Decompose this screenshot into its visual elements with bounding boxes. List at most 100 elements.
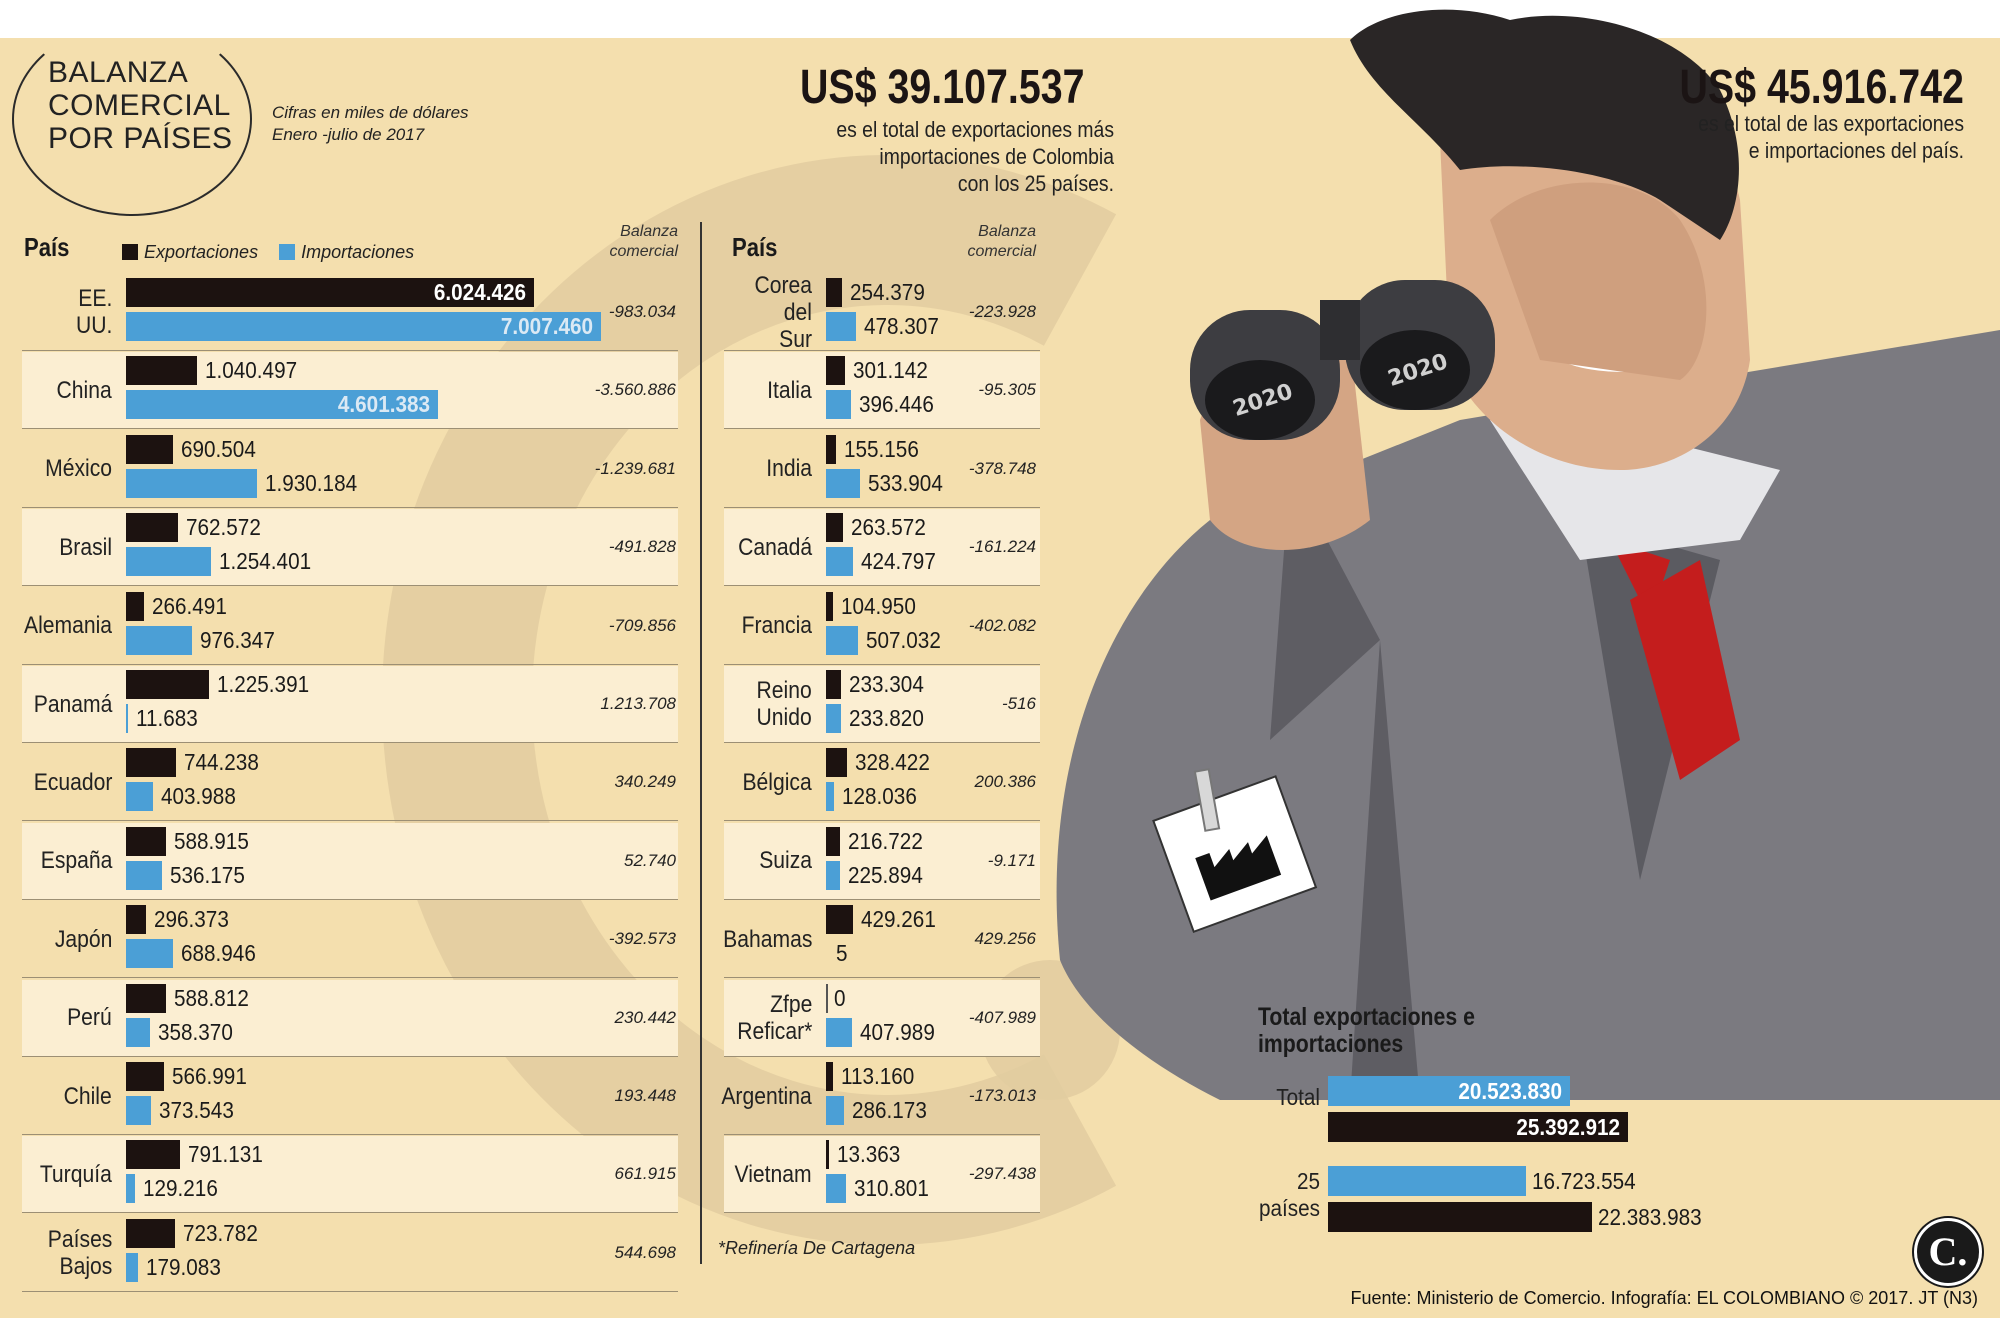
table-row: Vietnam 13.363 310.801 -297.438 [724, 1136, 1040, 1214]
row-divider [22, 506, 678, 508]
balance-value: 661.915 [614, 1164, 676, 1184]
export-bar [826, 670, 841, 699]
total-all-text-line: es el total de las exportaciones [1698, 111, 1964, 136]
export-value-label: 1.225.391 [217, 671, 310, 697]
totals-chart-title: Total exportaciones e importaciones [1258, 1004, 1475, 1058]
country-label: Brasil [22, 509, 112, 585]
total-all-amount: US$ 45.916.742 [1679, 61, 1964, 114]
column-divider [700, 222, 702, 1264]
country-name: Chile [63, 1082, 112, 1110]
export-value-label: 328.422 [854, 749, 930, 776]
row-divider [724, 1134, 1040, 1135]
total-25-text: es el total de exportaciones más importa… [820, 116, 1114, 197]
row-divider [22, 1134, 678, 1135]
table-row: Francia 104.950 507.032 -402.082 [724, 588, 1040, 665]
country-name: México [45, 455, 112, 483]
balance-value: -983.034 [608, 302, 676, 321]
table-row: Italia 301.142 396.446 -95.305 [724, 352, 1040, 430]
totals-chart-title-line: importaciones [1258, 1030, 1404, 1058]
import-bar [826, 704, 841, 733]
export-value-label: 216.722 [847, 827, 923, 854]
legend: Exportaciones Importaciones [122, 242, 430, 263]
page-subtitle: Cifras en miles de dólares Enero -julio … [272, 102, 469, 146]
table-row: Brasil 762.572 1.254.401 -491.828 [22, 509, 678, 587]
country-label: Reino Unido [724, 666, 812, 742]
table-row: España 588.915 536.175 52.740 [22, 822, 678, 900]
table-row: Chile 566.991 373.543 193.448 [22, 1058, 678, 1135]
totals-bar-blue [1328, 1166, 1526, 1196]
country-name: Suiza [759, 847, 812, 875]
balance-value: 1.213.708 [600, 694, 676, 713]
export-value-label: 0 [834, 984, 846, 1011]
import-value-label: 5 [836, 940, 848, 967]
country-label: Perú [22, 980, 112, 1056]
balance-value: -491.828 [608, 537, 676, 557]
import-value-label: 533.904 [867, 469, 943, 496]
country-label: Corea del Sur [724, 272, 812, 353]
legend-imports-swatch [279, 244, 296, 260]
country-name: Turquía [39, 1160, 112, 1188]
balance-value: -3.560.886 [594, 380, 676, 400]
country-name: Zfpe Reficar* [736, 990, 812, 1045]
export-bar [126, 591, 145, 621]
country-label: Japón [22, 901, 112, 977]
total-25-text-line: importaciones de Colombia [879, 144, 1114, 169]
balance-value: -402.082 [968, 615, 1036, 635]
row-divider [724, 428, 1040, 430]
title-line: COMERCIAL [48, 89, 231, 122]
import-value-label: 424.797 [860, 548, 936, 575]
import-value-label: 128.036 [842, 783, 917, 810]
import-bar [826, 547, 853, 577]
country-label: España [22, 823, 112, 899]
export-bar [826, 905, 854, 935]
table-row: Bahamas 429.261 5 429.256 [723, 901, 1040, 979]
import-value-label: 536.175 [170, 861, 246, 888]
totals-bar-black [1328, 1202, 1593, 1232]
row-divider [22, 1212, 678, 1214]
country-label: Italia [724, 352, 812, 428]
table-row: Ecuador 744.238 403.988 340.249 [22, 744, 678, 822]
table-row: Japón 296.373 688.946 -392.573 [22, 901, 678, 979]
total-all-text-line: e importaciones del país. [1748, 138, 1964, 163]
country-name: Alemania [23, 612, 112, 640]
import-bar [826, 468, 860, 498]
import-value-label: 403.988 [161, 783, 237, 810]
import-value-label: 310.801 [853, 1175, 929, 1202]
balance-header-right: Balanza comercial [926, 222, 1036, 262]
import-bar [126, 625, 193, 655]
import-bar [126, 860, 163, 890]
table-row: Reino Unido 233.304 233.820 -516 [724, 666, 1040, 743]
import-bar [826, 782, 835, 812]
import-bar [826, 860, 841, 890]
export-value-label: 588.812 [173, 984, 249, 1011]
total-25-text-line: es el total de exportaciones más [836, 117, 1114, 142]
row-divider [22, 350, 678, 351]
balance-value: 429.256 [974, 929, 1036, 949]
country-label: China [22, 352, 112, 428]
balance-value: -9.171 [987, 850, 1036, 870]
totals-bar-black [1328, 1112, 1628, 1142]
table-row: Canadá 263.572 424.797 -161.224 [724, 509, 1040, 587]
row-divider [22, 663, 678, 665]
el-colombiano-logo: C. [1914, 1218, 1982, 1286]
import-bar [126, 1096, 152, 1125]
country-name: Ecuador [33, 768, 112, 796]
country-label: India [724, 431, 812, 507]
export-bar [126, 983, 166, 1013]
import-bar [826, 390, 851, 420]
balance-value: -407.989 [968, 1007, 1036, 1027]
balance-header-line: Balanza [978, 223, 1036, 240]
export-bar [826, 278, 843, 307]
export-value-label: 588.915 [173, 827, 249, 854]
country-name: Japón [54, 925, 112, 953]
legend-exports-label: Exportaciones [144, 242, 259, 262]
total-25-amount: US$ 39.107.537 [800, 61, 1085, 114]
import-value-label: 407.989 [859, 1018, 935, 1045]
country-name: Panamá [33, 690, 112, 718]
import-value-label: 373.543 [159, 1097, 235, 1123]
country-name: Brasil [59, 533, 112, 561]
export-bar [826, 591, 833, 621]
import-value-label: 11.683 [136, 705, 198, 731]
balance-value: -161.224 [968, 537, 1036, 557]
export-value-label: 263.572 [850, 514, 926, 541]
